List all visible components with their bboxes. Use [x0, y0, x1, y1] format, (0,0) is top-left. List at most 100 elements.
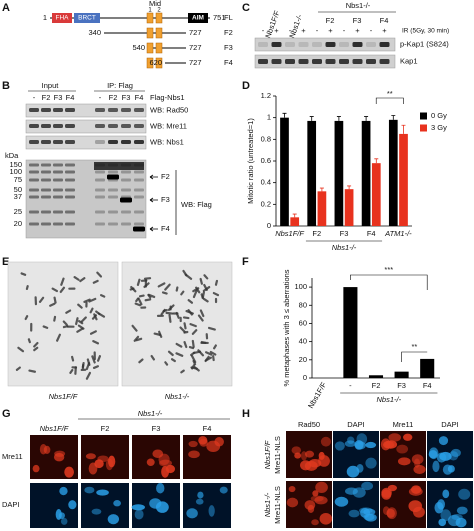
chromosome	[74, 366, 77, 375]
band	[107, 174, 119, 180]
chromosome	[180, 369, 185, 374]
label: WB: Rad50	[150, 105, 188, 114]
label: IP: Flag	[107, 81, 133, 90]
label: 340	[88, 28, 101, 37]
nucleus	[387, 484, 397, 492]
label: Input	[42, 81, 60, 90]
band	[53, 210, 63, 214]
chromosome	[203, 283, 208, 291]
band	[298, 59, 309, 64]
label: Kap1	[400, 56, 418, 65]
chromosome	[183, 330, 189, 334]
chromosome	[49, 302, 56, 307]
nucleus	[365, 441, 377, 449]
chromosome	[212, 355, 215, 362]
annotation: **	[411, 342, 417, 351]
bar	[344, 189, 354, 226]
chromosome	[214, 297, 218, 304]
label: 150	[9, 160, 22, 169]
band	[41, 222, 51, 226]
chromosome	[199, 277, 203, 285]
nucleus	[310, 495, 324, 502]
nucleus	[345, 487, 358, 495]
band	[134, 210, 144, 214]
nucleus	[96, 489, 109, 496]
band	[95, 170, 105, 174]
label: 75	[14, 175, 22, 184]
arrow	[149, 197, 158, 203]
nucleus	[91, 508, 102, 515]
band	[29, 163, 39, 167]
bar	[334, 120, 344, 226]
error-bar	[347, 185, 352, 190]
band	[41, 163, 51, 167]
bar	[371, 163, 381, 226]
y-tick-label: 0.8	[261, 134, 271, 143]
band	[108, 188, 118, 192]
chromosome	[158, 330, 163, 338]
band	[53, 188, 63, 192]
y-axis-label: % metaphases with 3 ≤ aberrations	[282, 269, 291, 386]
label: 727	[189, 43, 202, 52]
band	[65, 124, 75, 128]
chromosome	[135, 337, 143, 342]
chromosome	[85, 301, 88, 308]
chromosome	[182, 316, 190, 320]
aim	[188, 13, 208, 23]
band	[285, 42, 295, 47]
nucleus	[442, 489, 450, 499]
label: F4	[66, 93, 75, 102]
nucleus	[348, 509, 360, 518]
chromosome	[89, 307, 94, 314]
chromosome	[42, 325, 49, 329]
nucleus	[432, 460, 440, 473]
chromosome	[165, 311, 174, 315]
chromosome	[214, 279, 219, 286]
label: Nbs1F/F	[263, 9, 281, 39]
label: Nbs1-/-	[263, 492, 272, 517]
error-bar	[309, 116, 314, 121]
chromosome	[209, 350, 217, 356]
bar	[317, 191, 327, 226]
nucleus	[354, 440, 364, 450]
y-tick-label: 0	[303, 373, 307, 382]
chromosome	[77, 324, 85, 330]
chromosome	[131, 324, 138, 332]
panel-label: B	[2, 80, 10, 92]
error-bar	[391, 115, 396, 120]
chromosome	[30, 322, 33, 332]
band	[29, 140, 39, 144]
chromosome	[191, 329, 198, 335]
chromosome	[143, 277, 152, 280]
chromosome	[65, 309, 72, 314]
band	[108, 210, 118, 214]
band	[339, 42, 349, 47]
y-tick-label: 0.2	[261, 199, 271, 208]
nucleus	[397, 457, 411, 466]
label: WB: Flag	[181, 200, 212, 209]
y-tick-label: 0.6	[261, 156, 271, 165]
band	[121, 178, 131, 182]
chromosome	[204, 355, 210, 363]
band	[95, 195, 105, 199]
band	[29, 195, 39, 199]
band	[65, 108, 75, 112]
band	[121, 210, 131, 214]
sig-bracket	[401, 351, 428, 362]
label: p-Kap1 (S824)	[400, 39, 449, 48]
nucleus	[411, 454, 424, 465]
mid-box	[146, 12, 154, 24]
fha	[52, 13, 72, 23]
band	[134, 222, 144, 226]
legend-label: 0 Gy	[431, 111, 447, 120]
nucleus	[450, 448, 461, 457]
nucleus	[315, 481, 328, 493]
chromosome	[148, 293, 156, 299]
band	[108, 222, 118, 226]
x-tick-label: F4	[423, 381, 432, 390]
annotation: **	[387, 89, 393, 98]
chromosome	[180, 290, 185, 296]
mid-box	[155, 42, 163, 54]
blot	[25, 119, 147, 134]
panel-label: A	[2, 2, 10, 14]
